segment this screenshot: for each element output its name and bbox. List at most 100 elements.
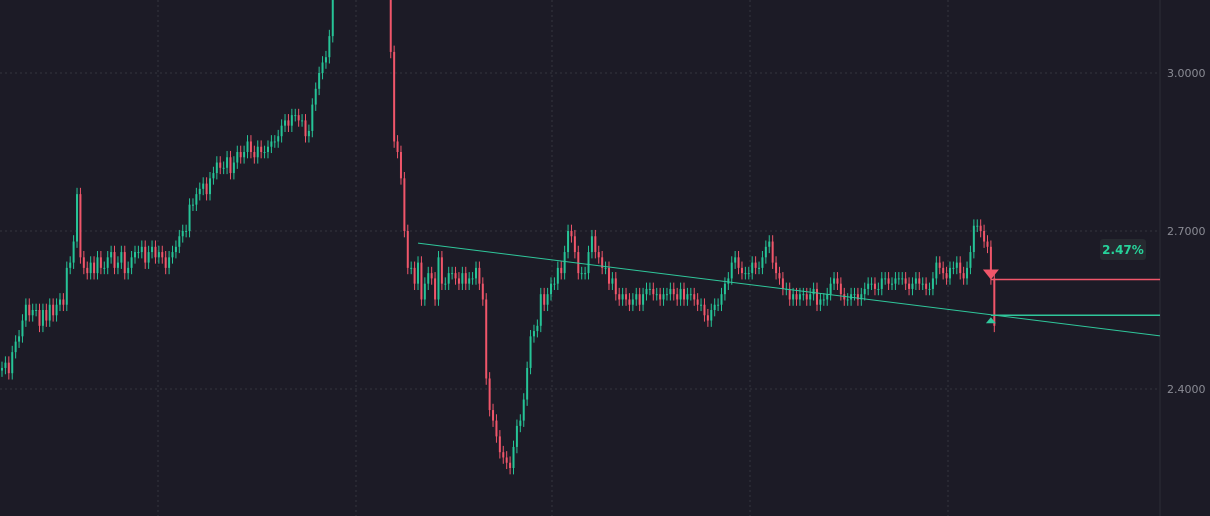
candle-body (144, 246, 147, 263)
candle (573, 229, 576, 259)
candle (209, 172, 212, 201)
candle (260, 140, 263, 159)
candle-body (522, 399, 525, 421)
candle-body (536, 325, 539, 332)
candle (35, 303, 38, 317)
candle (79, 187, 82, 264)
candle-body (226, 157, 229, 168)
candle-body (243, 152, 246, 158)
candle-body (110, 252, 113, 258)
candle (744, 266, 747, 280)
candle (249, 135, 252, 159)
candle-body (815, 288, 818, 305)
candle-body (546, 294, 549, 305)
candle (676, 287, 679, 306)
candle-body (952, 267, 955, 269)
candle-body (120, 252, 123, 263)
candle (597, 245, 600, 264)
candle (972, 219, 975, 259)
candle (11, 345, 14, 380)
candle-body (509, 462, 512, 468)
candle-body (775, 262, 778, 274)
candle-body (106, 257, 109, 268)
candle-body (826, 294, 829, 300)
candle (625, 287, 628, 306)
up-arrow-icon (985, 317, 996, 324)
candle (812, 282, 815, 301)
candle-body (590, 236, 593, 253)
candle (461, 266, 464, 290)
candle-body (730, 262, 733, 279)
percent-badge-background (1100, 239, 1146, 260)
candle-body (771, 241, 774, 263)
candle (764, 240, 767, 264)
trendline[interactable] (417, 242, 1161, 337)
candle (154, 240, 157, 264)
candle-body (178, 236, 181, 247)
candle-body (570, 231, 573, 237)
candle-body (133, 252, 136, 258)
candle (723, 277, 726, 301)
drawing-tools[interactable] (417, 242, 1161, 337)
candle-body (925, 283, 928, 289)
candle (580, 266, 583, 280)
candle (103, 261, 106, 275)
candle-body (76, 194, 79, 242)
price-axis-label: 2.7000 (1167, 225, 1206, 238)
candle (256, 140, 259, 164)
candle (590, 229, 593, 259)
candle-body (519, 420, 522, 426)
candle (815, 282, 818, 312)
candle (127, 261, 130, 280)
candle (492, 403, 495, 427)
candle-body (614, 278, 617, 295)
candle-body (492, 410, 495, 421)
candle (659, 287, 662, 306)
candle-body (751, 262, 754, 274)
candle (860, 287, 863, 306)
candle (631, 293, 634, 312)
candle (488, 372, 491, 417)
candle (689, 287, 692, 301)
candle (983, 224, 986, 248)
candle (536, 319, 539, 338)
candle (938, 256, 941, 275)
candle-body (389, 0, 392, 52)
candle-body (161, 252, 164, 258)
candle (202, 177, 205, 196)
candle-body (417, 262, 420, 284)
candle-body (754, 262, 757, 268)
candle (96, 251, 99, 280)
candle-body (127, 267, 130, 274)
candle-body (399, 152, 402, 179)
candle (553, 277, 556, 290)
candle (805, 287, 808, 306)
candle (788, 282, 791, 306)
candle (567, 224, 570, 259)
candle (768, 235, 771, 254)
candle-body (686, 294, 689, 300)
candle (829, 277, 832, 301)
candle-body (805, 294, 808, 300)
candle (529, 330, 532, 375)
candle-body (301, 120, 304, 122)
candle (266, 140, 269, 159)
candle-body (103, 267, 106, 269)
candle-body (870, 283, 873, 285)
candle-body (488, 378, 491, 411)
candle-body (880, 278, 883, 289)
candle (304, 114, 307, 143)
candle-body (935, 262, 938, 279)
candle (82, 251, 85, 275)
candle-body (959, 262, 962, 274)
candle-body (420, 262, 423, 300)
candle (652, 282, 655, 301)
candle (826, 287, 829, 306)
candle-body (802, 294, 805, 296)
candle (662, 287, 665, 306)
candle-body (256, 146, 259, 158)
candle (457, 272, 460, 290)
candle-body (897, 278, 900, 280)
